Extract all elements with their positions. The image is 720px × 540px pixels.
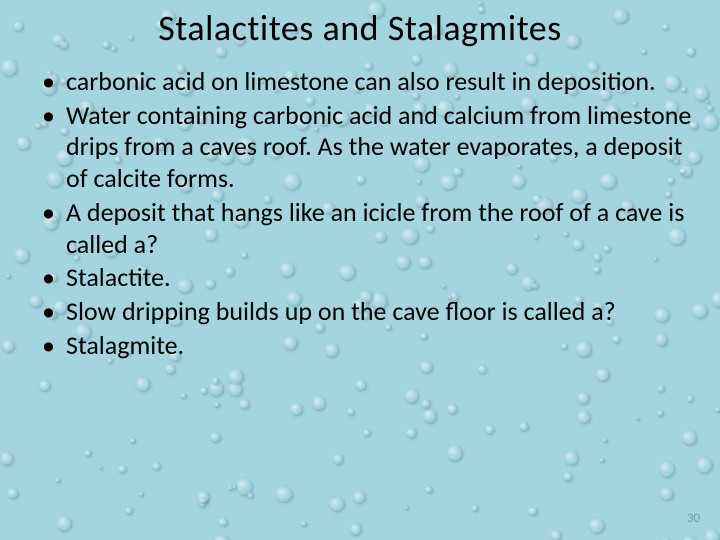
list-item: A deposit that hangs like an icicle from… (38, 197, 692, 260)
list-item: Stalagmite. (38, 330, 692, 362)
slide-title: Stalactites and Stalagmites (28, 6, 692, 50)
list-item: Water containing carbonic acid and calci… (38, 100, 692, 195)
list-item: carbonic acid on limestone can also resu… (38, 66, 692, 98)
slide-content: Stalactites and Stalagmites carbonic aci… (0, 0, 720, 540)
bullet-list: carbonic acid on limestone can also resu… (28, 66, 692, 361)
list-item: Stalactite. (38, 262, 692, 294)
page-number: 30 (687, 511, 700, 526)
list-item: Slow dripping builds up on the cave floo… (38, 296, 692, 328)
